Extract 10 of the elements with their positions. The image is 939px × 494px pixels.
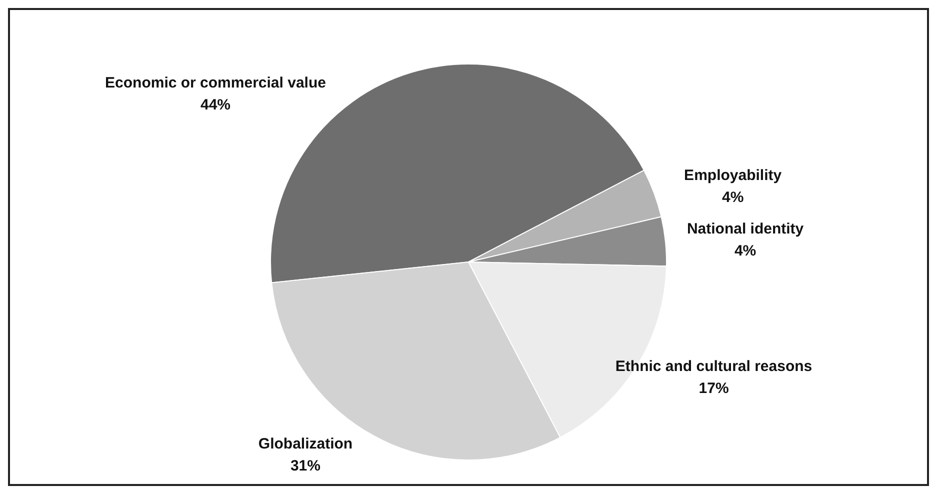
data-label: 4% (734, 242, 756, 260)
slice-label: Ethnic and cultural reasons (615, 358, 812, 376)
slice-label: Employability (684, 167, 782, 184)
data-label: 31% (290, 457, 320, 474)
data-label: 4% (722, 189, 744, 206)
data-label: 44% (200, 96, 231, 114)
slice-label: Economic or commercial value (105, 74, 326, 92)
slice-label: Globalization (258, 435, 353, 452)
slice-label: National identity (686, 220, 804, 238)
data-label: 17% (698, 380, 729, 398)
